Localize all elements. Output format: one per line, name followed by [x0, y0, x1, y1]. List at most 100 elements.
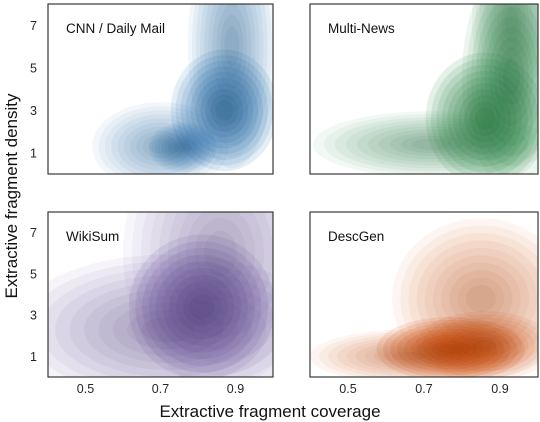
- density-level: [355, 342, 462, 371]
- density-level: [170, 49, 273, 172]
- density-level: [458, 89, 512, 149]
- density-level: [48, 254, 273, 377]
- density-level: [98, 296, 238, 364]
- density-level: [480, 6, 538, 146]
- density-level: [466, 4, 538, 174]
- density-level: [415, 311, 538, 377]
- density-level: [167, 136, 199, 159]
- density-level: [155, 127, 211, 168]
- density-level: [376, 317, 525, 377]
- density-level: [204, 230, 237, 276]
- density-level: [180, 60, 268, 160]
- density-level: [449, 270, 513, 328]
- density-level: [504, 7, 519, 35]
- density-level: [425, 52, 538, 174]
- density-level: [498, 47, 525, 106]
- panel-title: CNN / Daily Mail: [66, 21, 165, 36]
- density-level: [150, 212, 273, 351]
- density-contours: [310, 218, 538, 377]
- density-level: [408, 233, 538, 365]
- x-tick-label: 0.7: [415, 382, 432, 396]
- density-level: [224, 25, 240, 68]
- density-level: [175, 281, 228, 333]
- y-tick-label: 7: [30, 19, 37, 33]
- density-level: [392, 218, 538, 377]
- density-level: [452, 83, 517, 155]
- density-level: [215, 100, 234, 121]
- density-level: [128, 234, 273, 377]
- density-level: [117, 118, 204, 174]
- density-level: [127, 310, 209, 350]
- density-level: [392, 351, 426, 361]
- density-level: [141, 212, 273, 363]
- y-tick-labels: 1 3 5 7 1 3 5 7: [30, 19, 37, 364]
- density-level: [356, 123, 507, 166]
- density-level: [373, 346, 444, 366]
- density-level: [186, 212, 255, 301]
- density-level: [196, 4, 268, 146]
- density-level: [479, 4, 538, 89]
- density-level: [161, 131, 205, 164]
- density-level: [123, 212, 273, 377]
- y-tick-label: 5: [30, 61, 37, 75]
- x-tick-labels: 0.5 0.7 0.9 0.5 0.7 0.9: [77, 382, 509, 396]
- density-level: [220, 14, 244, 79]
- density-level: [403, 328, 498, 370]
- density-panel: Multi-News: [309, 3, 539, 175]
- density-level: [175, 55, 273, 166]
- density-level: [417, 334, 484, 364]
- density-level: [185, 66, 264, 155]
- panel-frame: [309, 3, 539, 175]
- density-level: [98, 106, 223, 174]
- density-level: [447, 327, 522, 365]
- density-level: [346, 339, 472, 374]
- density-level: [200, 83, 249, 138]
- y-tick-label: 3: [30, 309, 37, 323]
- density-level: [177, 212, 264, 314]
- density-level: [177, 143, 189, 152]
- density-level: [92, 102, 229, 174]
- density-level: [152, 124, 214, 170]
- density-level: [189, 294, 215, 320]
- density-level: [503, 57, 520, 95]
- density-level: [453, 330, 516, 362]
- density-level: [434, 320, 535, 372]
- density-contours: [92, 4, 273, 174]
- density-level: [471, 4, 538, 167]
- density-level: [48, 261, 273, 377]
- density-level: [210, 94, 239, 127]
- x-tick-label: 0.7: [152, 382, 169, 396]
- density-level: [497, 4, 526, 51]
- x-axis-label: Extractive fragment coverage: [159, 402, 380, 421]
- density-level: [216, 4, 248, 90]
- density-level: [136, 130, 185, 162]
- density-level: [367, 126, 496, 163]
- y-tick-label: 1: [30, 350, 37, 364]
- density-level: [130, 126, 191, 167]
- density-level: [84, 289, 252, 370]
- density-level: [447, 77, 523, 161]
- density-contours: [313, 4, 538, 174]
- x-tick-label: 0.5: [339, 382, 356, 396]
- panel-title: Multi-News: [328, 21, 395, 36]
- density-level: [104, 110, 217, 174]
- density-level: [475, 4, 538, 157]
- density-level: [148, 138, 173, 154]
- density-level: [182, 288, 221, 326]
- density-level: [204, 4, 260, 124]
- density-level: [474, 107, 495, 130]
- density-level: [463, 95, 506, 143]
- x-tick-label: 0.5: [77, 382, 94, 396]
- density-level: [389, 132, 474, 156]
- density-level: [441, 262, 521, 335]
- panel-title: DescGen: [328, 229, 384, 244]
- density-level: [475, 4, 538, 97]
- density-level: [148, 254, 255, 360]
- density-level: [155, 261, 248, 353]
- density-level: [466, 285, 496, 313]
- density-level: [328, 334, 490, 377]
- density-panel: WikiSum: [47, 211, 274, 378]
- density-level: [148, 122, 218, 173]
- density-level: [310, 329, 508, 377]
